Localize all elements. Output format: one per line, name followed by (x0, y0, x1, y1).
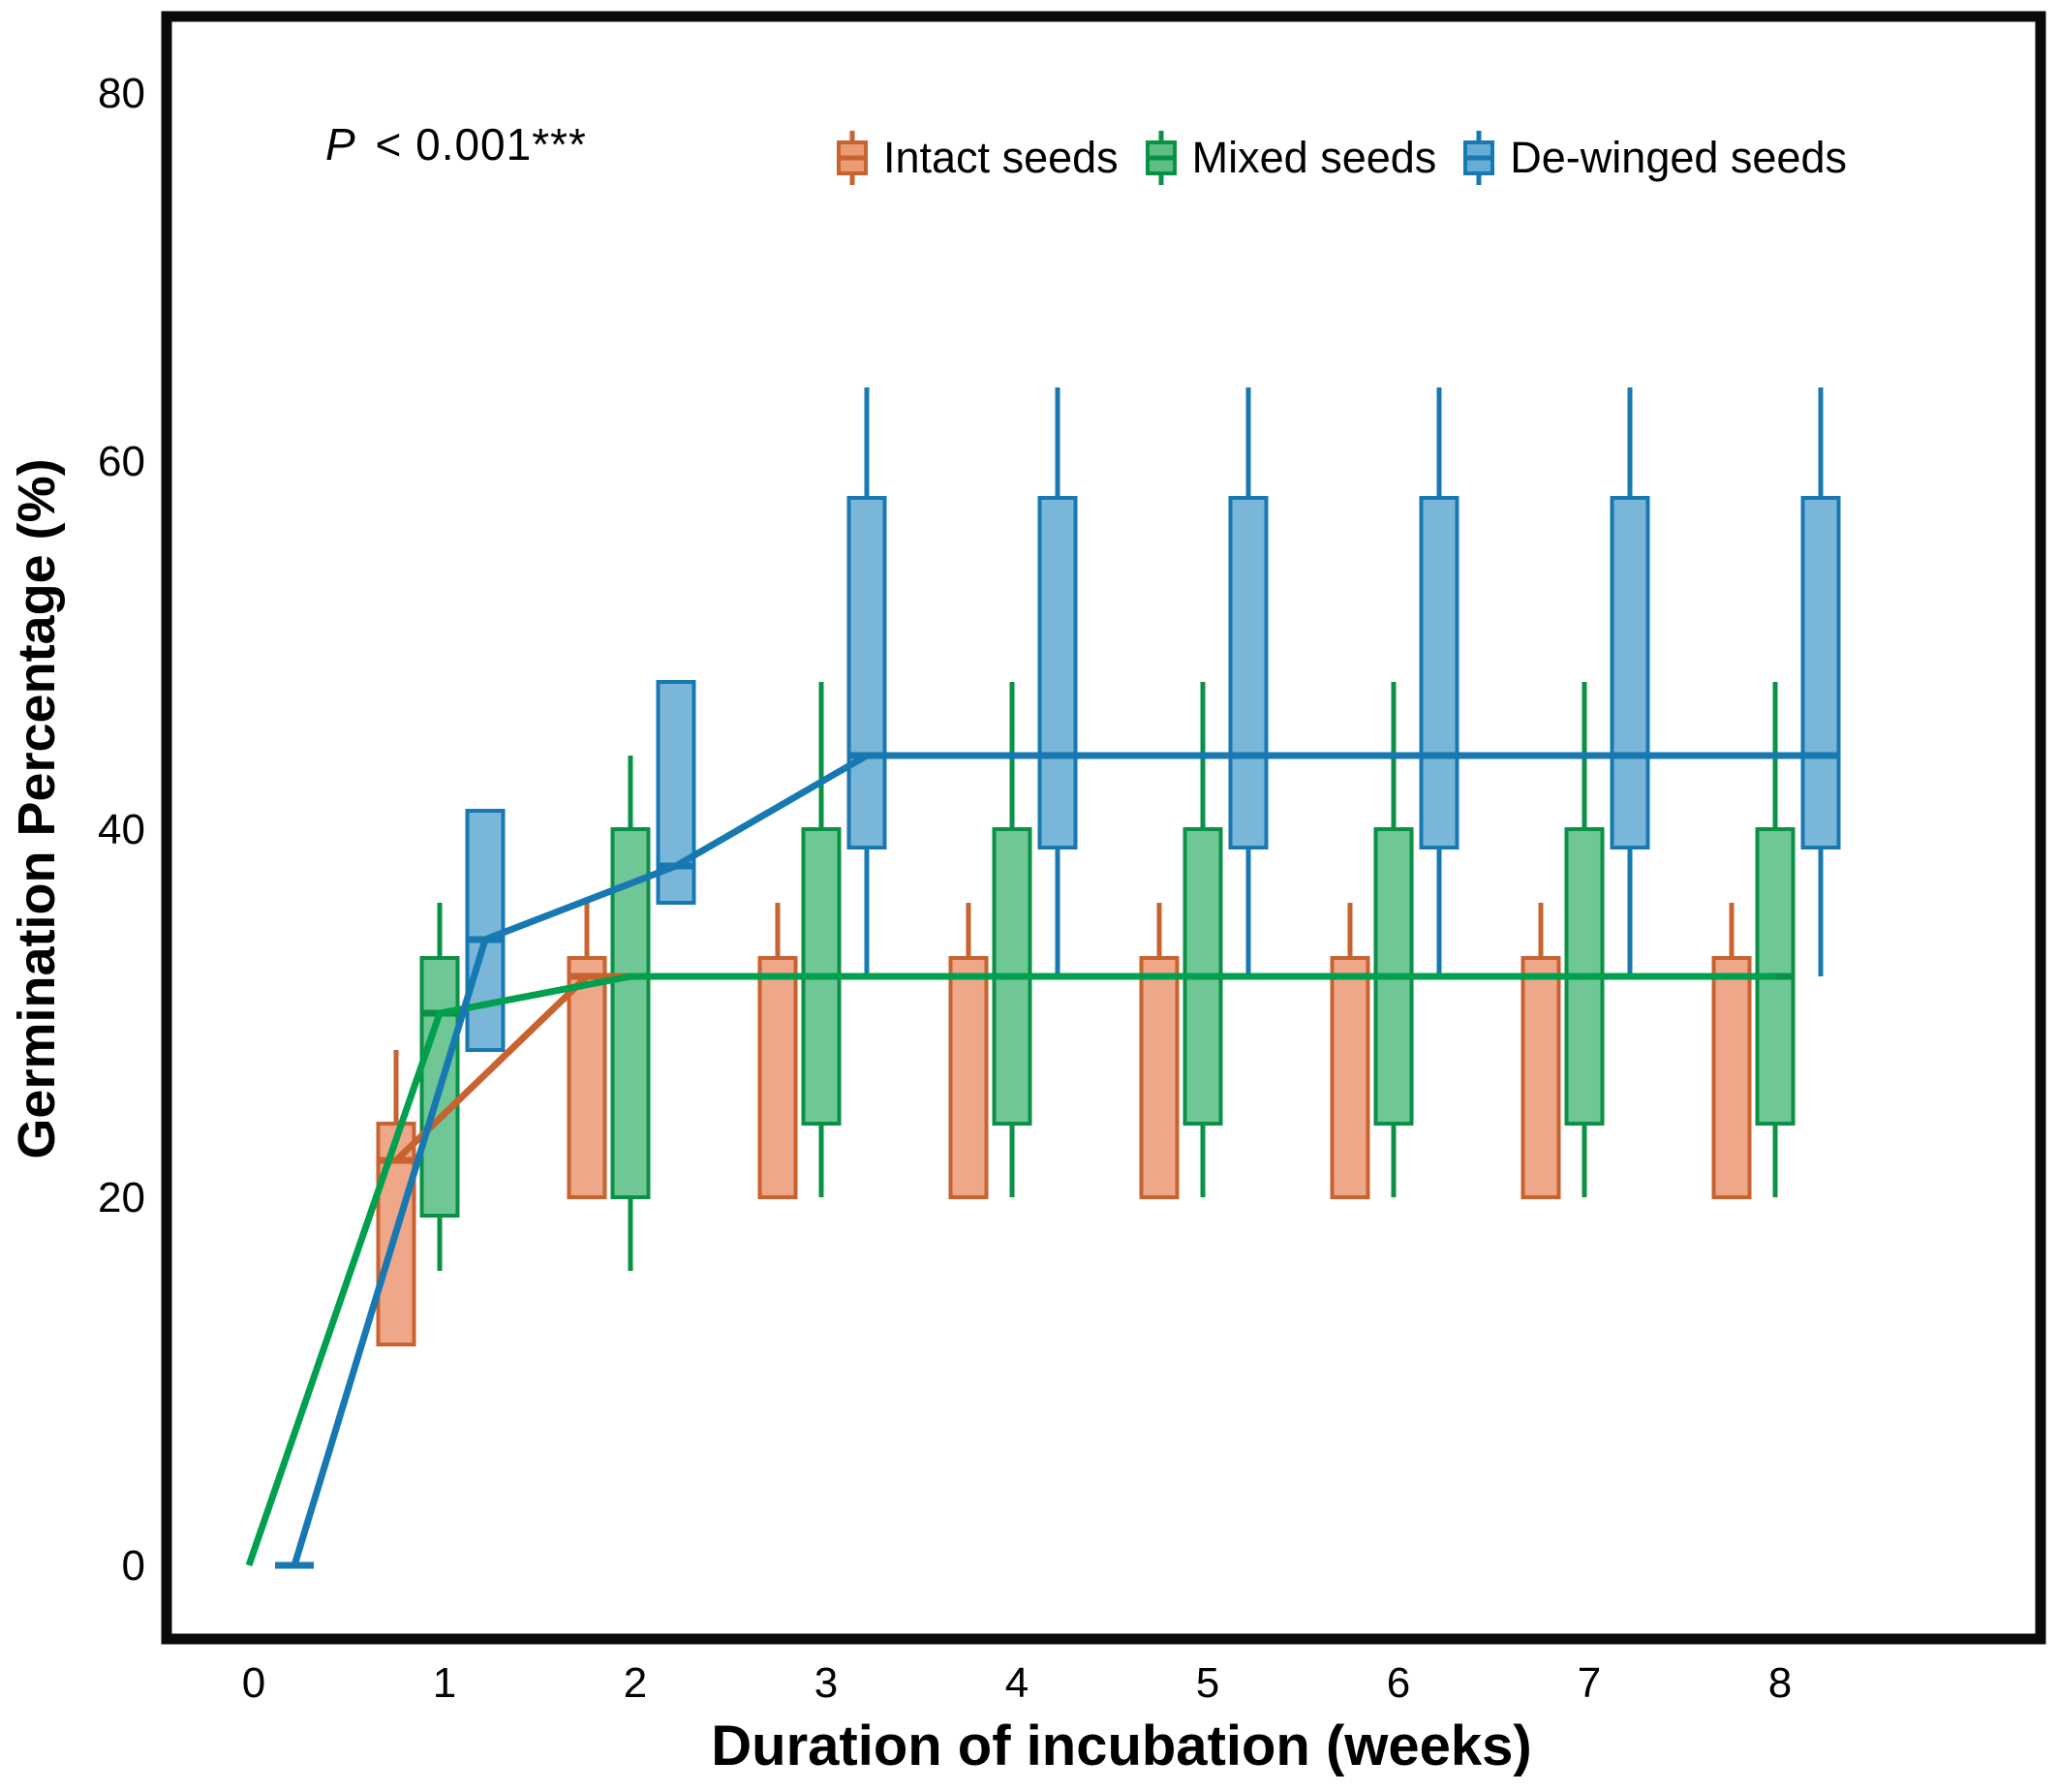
x-axis-title: Duration of incubation (weeks) (711, 1715, 1532, 1777)
x-tick-label: 7 (1578, 1659, 1601, 1707)
x-tick-label: 5 (1196, 1659, 1219, 1707)
y-tick-label: 0 (122, 1542, 145, 1590)
x-tick-label: 3 (814, 1659, 838, 1707)
boxplot-swatch-icon (1463, 131, 1495, 185)
box (465, 809, 506, 1052)
legend-item-intact-seeds: Intact seeds (833, 128, 1119, 188)
boxplot-swatch-icon (1145, 131, 1177, 185)
box (1711, 956, 1752, 1199)
legend: Intact seeds Mixed seeds De-winged seeds (833, 128, 1847, 188)
x-tick-label: 4 (1005, 1659, 1029, 1707)
box (948, 956, 989, 1199)
legend-label: Mixed seeds (1191, 133, 1437, 182)
x-tick-label: 8 (1768, 1659, 1792, 1707)
box (1228, 496, 1269, 850)
box (1330, 956, 1370, 1199)
box (1419, 496, 1459, 850)
trend-line-layer (245, 752, 1821, 1567)
box (846, 496, 887, 850)
box (1800, 496, 1841, 850)
box (1520, 956, 1561, 1199)
x-tick-label: 2 (624, 1659, 647, 1707)
box (1139, 956, 1180, 1199)
legend-item-mixed-seeds: Mixed seeds (1142, 128, 1437, 188)
box (1610, 496, 1650, 850)
x-tick-label: 6 (1387, 1659, 1410, 1707)
y-tick-label: 80 (98, 70, 145, 117)
legend-item-de-winged-seeds: De-winged seeds (1459, 128, 1847, 188)
box (1037, 496, 1078, 850)
boxplot-swatch-icon (837, 131, 868, 185)
box (567, 956, 607, 1199)
y-tick-label: 40 (98, 806, 145, 853)
boxplot-layer (275, 387, 1841, 1569)
x-tick-label: 0 (242, 1659, 265, 1707)
legend-label: De-winged seeds (1510, 133, 1847, 182)
plot-frame (161, 11, 2046, 1645)
p-value-annotation: P < 0.001*** (325, 118, 587, 170)
y-tick-labels: 0 20 40 60 80 (98, 70, 145, 1590)
p-symbol: P (325, 119, 356, 170)
x-tick-labels: 0 1 2 3 4 5 6 7 8 (242, 1659, 1792, 1707)
legend-label: Intact seeds (883, 133, 1119, 182)
trend-line (245, 973, 1775, 1567)
y-tick-label: 60 (98, 438, 145, 485)
y-axis-title: Germination Percentage (%) (8, 458, 66, 1159)
p-value-text: < 0.001*** (361, 119, 587, 170)
trend-line (291, 752, 1821, 1567)
y-tick-label: 20 (98, 1174, 145, 1221)
x-tick-label: 1 (433, 1659, 456, 1707)
box (757, 956, 798, 1199)
